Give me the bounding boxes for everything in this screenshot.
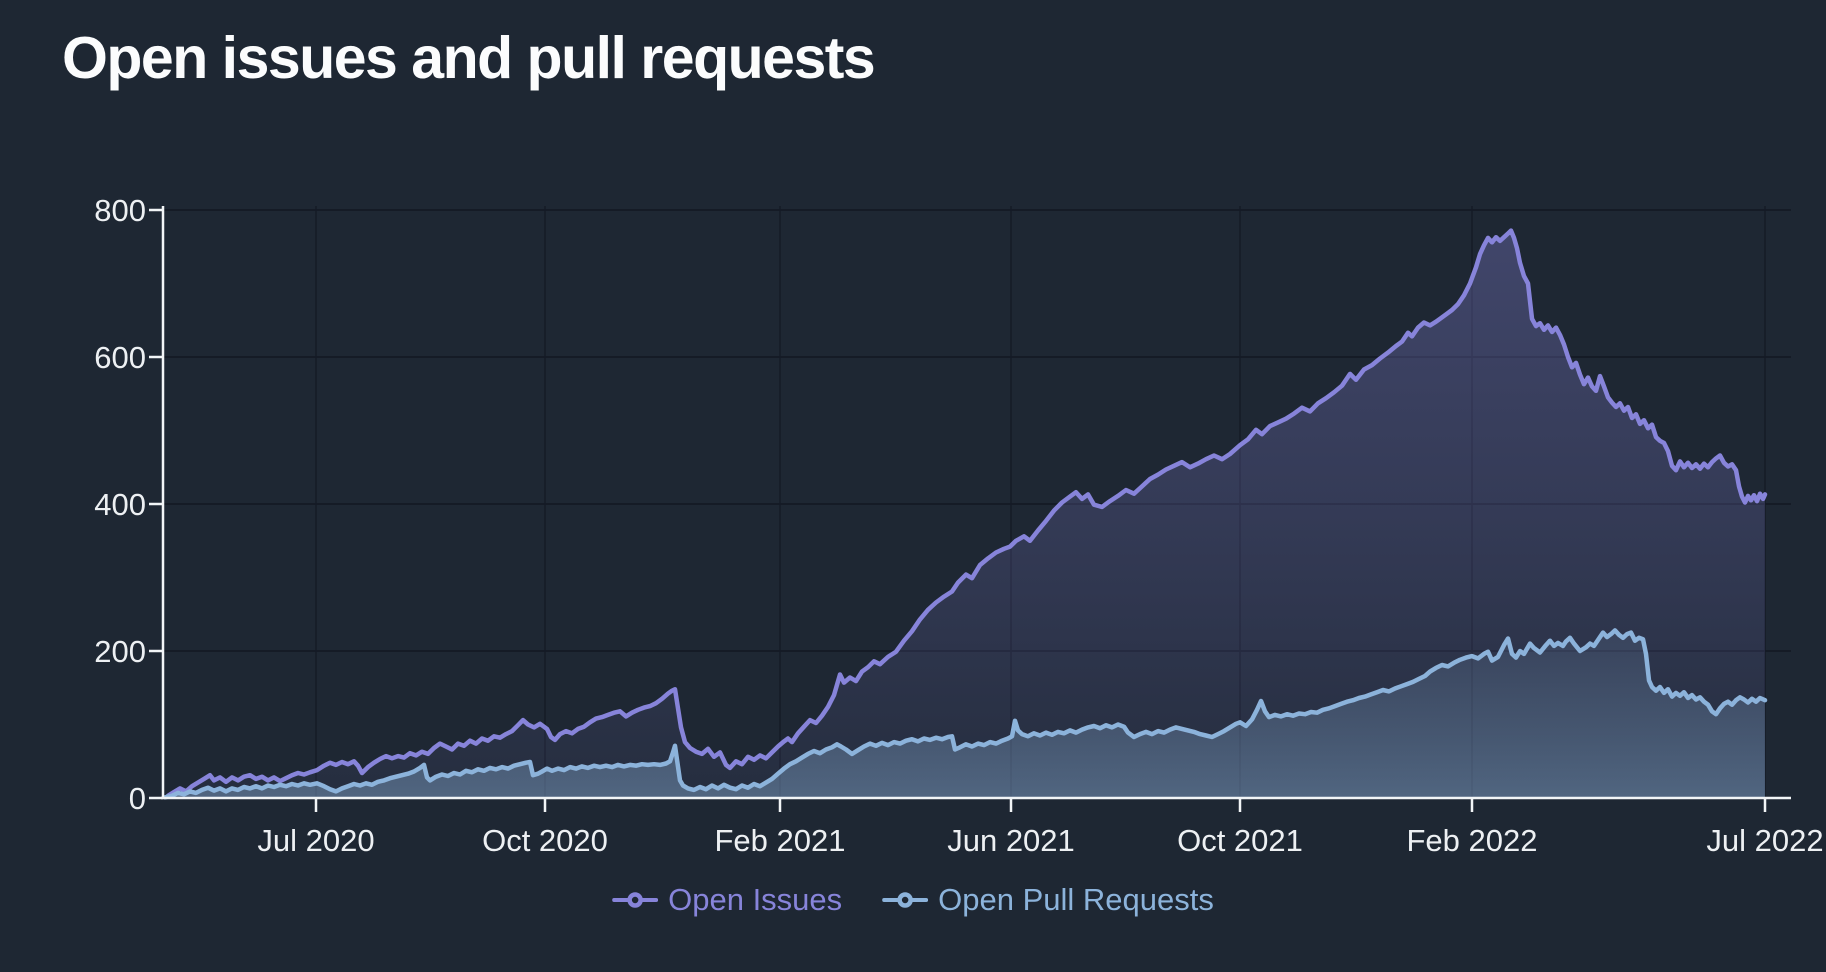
open-issues-line[interactable] [165, 228, 1768, 799]
x-tick-label: Feb 2022 [1407, 823, 1538, 858]
y-tick-label: 200 [94, 634, 146, 669]
open-pull-requests-legend-marker-icon [882, 892, 929, 908]
axes: 0 200 400 600 800 Jul 2020 Oct 2020 Feb 2021 Jun… [94, 193, 1823, 858]
x-tick-label: Oct 2021 [1177, 823, 1303, 858]
x-tick-label: Oct 2020 [482, 823, 608, 858]
open-issues-area[interactable] [168, 230, 1765, 799]
open-pull-requests-line[interactable] [162, 628, 1768, 800]
legend-item-open-pull-requests[interactable]: Open Pull Requests [882, 882, 1214, 918]
legend-item-open-issues[interactable]: Open Issues [612, 882, 842, 918]
legend-label-open-issues: Open Issues [668, 882, 843, 917]
chart-legend: Open Issues Open Pull Requests [612, 882, 1214, 918]
x-tick-label: Jun 2021 [947, 823, 1075, 858]
x-tick-label: Jul 2020 [257, 823, 374, 858]
x-tick-label: Jul 2022 [1706, 823, 1823, 858]
open-pull-requests-area[interactable] [165, 630, 1765, 798]
x-tick-label: Feb 2021 [715, 823, 846, 858]
y-tick-label: 600 [94, 340, 146, 375]
page-title: Open issues and pull requests [62, 25, 876, 91]
legend-label-open-pull-requests: Open Pull Requests [938, 882, 1214, 917]
y-tick-label: 0 [129, 781, 146, 816]
y-tick-label: 800 [94, 193, 146, 228]
open-issues-legend-marker-icon [612, 892, 659, 908]
y-tick-label: 400 [94, 487, 146, 522]
